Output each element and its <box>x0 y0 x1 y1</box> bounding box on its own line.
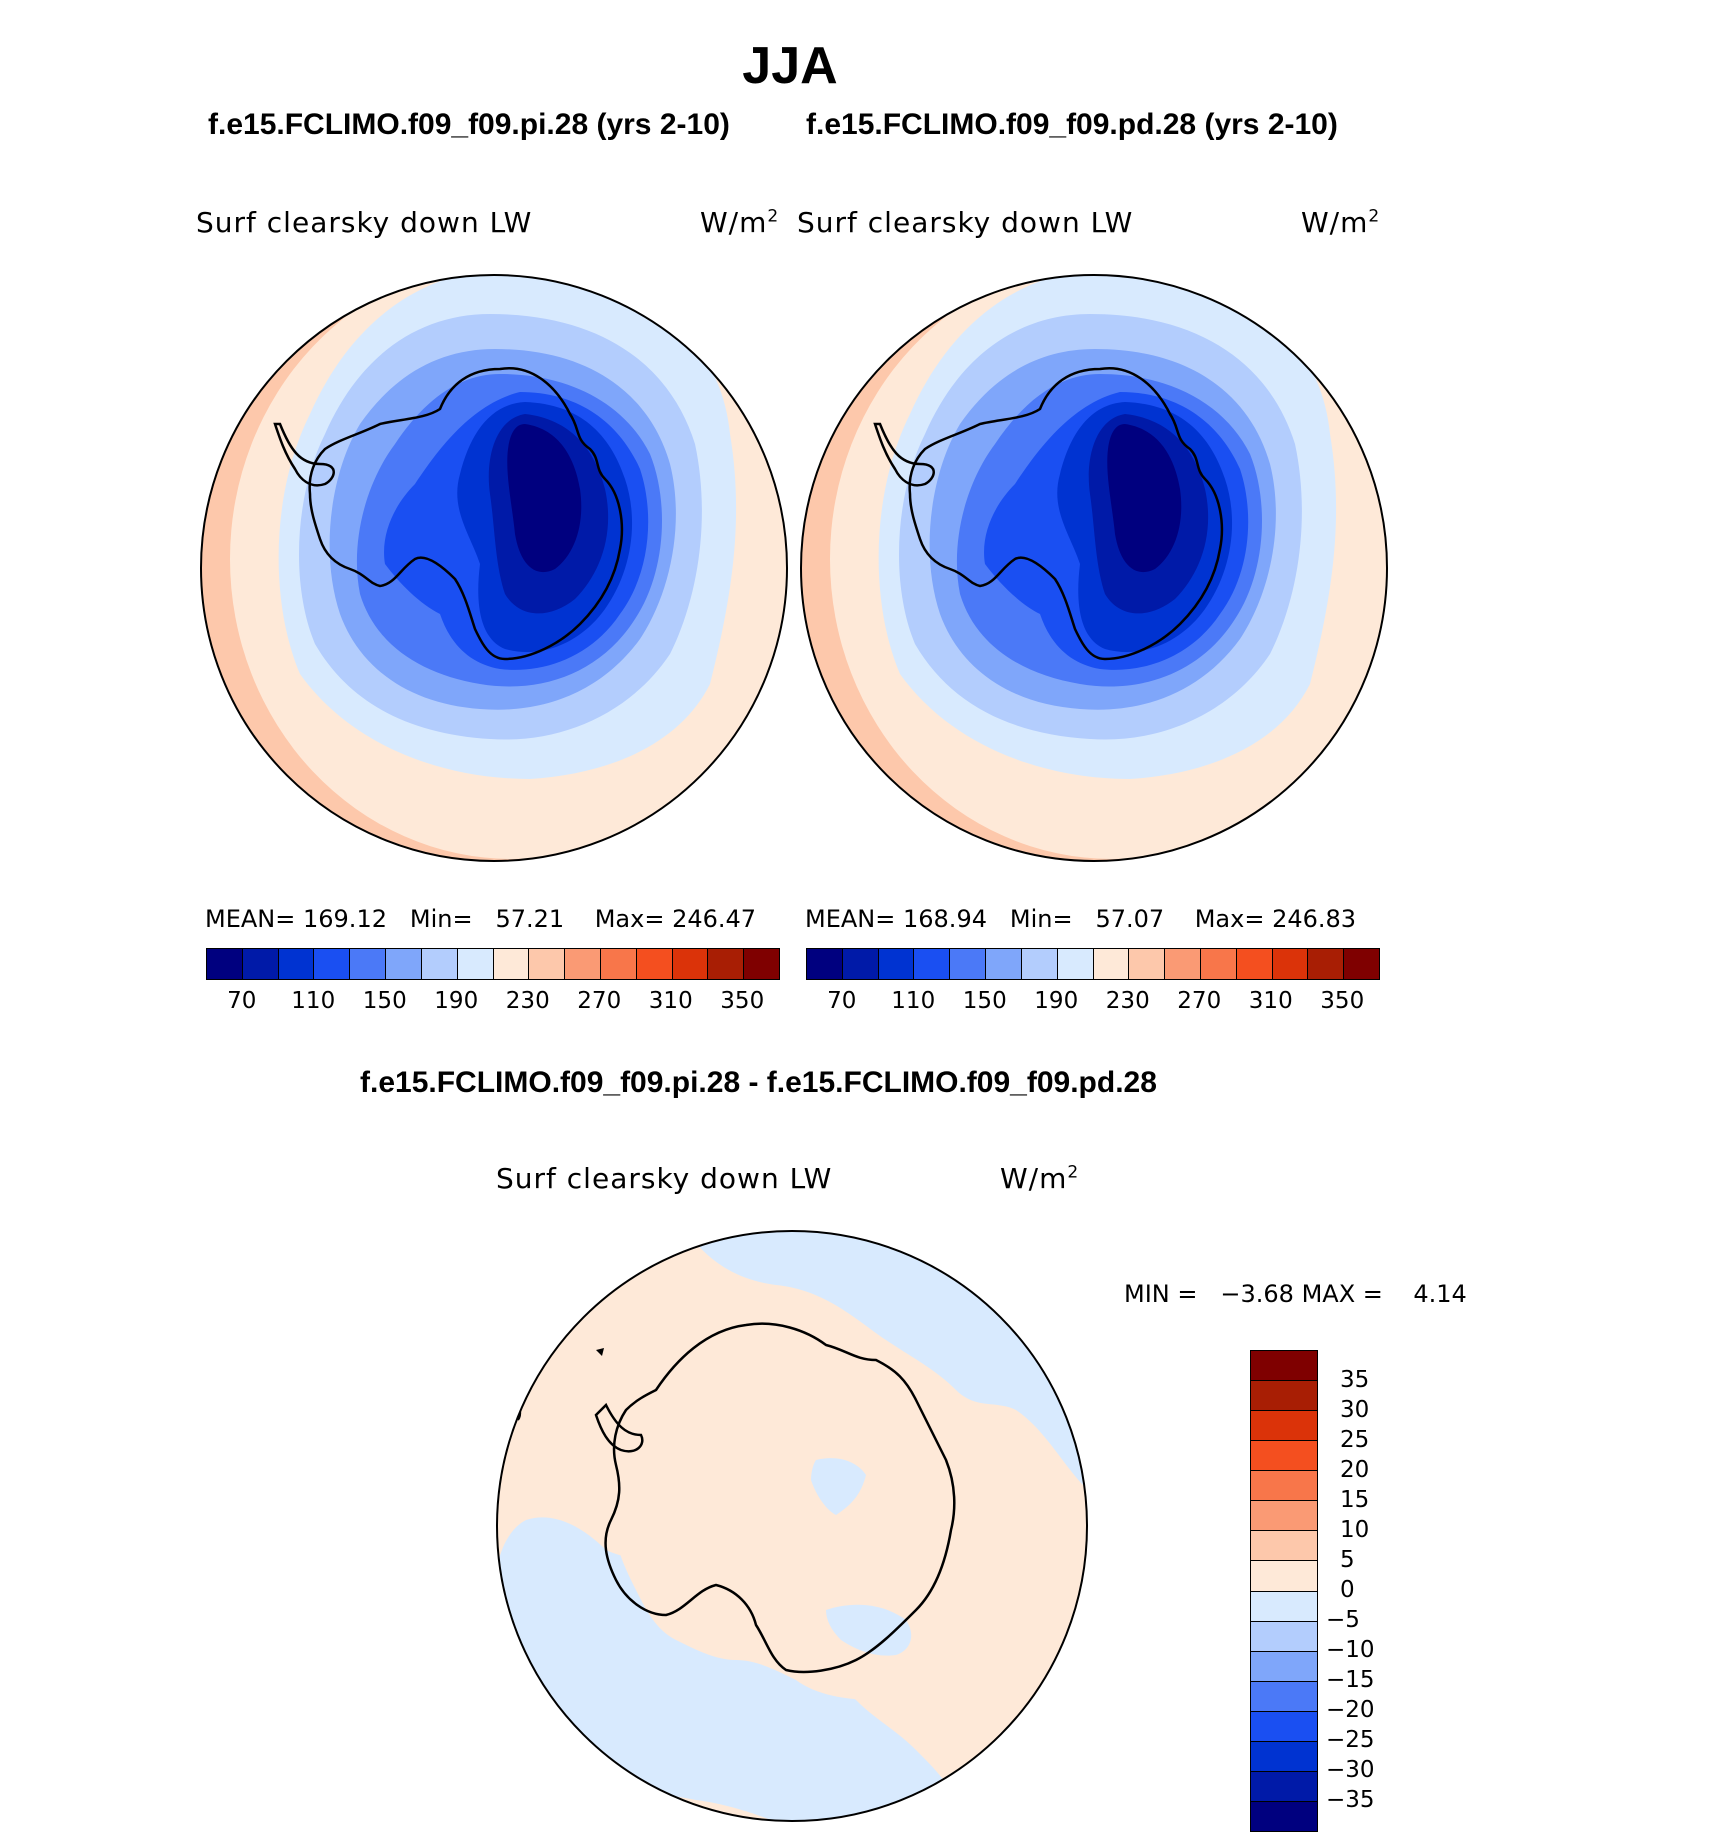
colorbar-right-swatch <box>1057 949 1094 979</box>
colorbar-diff-swatch <box>1251 1471 1317 1502</box>
case-title-left: f.e15.FCLIMO.f09_f09.pi.28 (yrs 2-10) <box>208 108 730 141</box>
colorbar-right-swatch <box>986 949 1022 979</box>
colorbar-right-swatch <box>1272 949 1309 979</box>
colorbar-diff-tick-label: −35 <box>1326 1787 1375 1813</box>
colorbar-right-swatch <box>1344 949 1379 979</box>
colorbar-left-tick-label: 110 <box>291 988 336 1014</box>
colorbar-diff-tick-label: −5 <box>1326 1607 1360 1633</box>
colorbar-left-swatch <box>708 949 745 979</box>
colorbar-diff-swatch <box>1251 1381 1317 1412</box>
colorbar-right-swatch <box>807 949 843 979</box>
variable-label-left: Surf clearsky down LW <box>196 206 533 239</box>
colorbar-right-tick-label: 230 <box>1105 988 1150 1014</box>
colorbar-diff-swatch <box>1251 1711 1317 1742</box>
colorbar-diff-swatch <box>1251 1771 1317 1802</box>
polar-map-diff <box>496 1230 1088 1822</box>
colorbar-right-swatch <box>1165 949 1201 979</box>
colorbar-left <box>206 948 780 980</box>
colorbar-diff-tick-label: −15 <box>1326 1667 1375 1693</box>
case-title-right: f.e15.FCLIMO.f09_f09.pd.28 (yrs 2-10) <box>806 108 1338 141</box>
colorbar-left-swatch <box>636 949 673 979</box>
colorbar-diff-swatch <box>1251 1801 1317 1831</box>
colorbar-diff-tick-label: 0 <box>1340 1577 1355 1603</box>
colorbar-diff-tick-label: 10 <box>1340 1517 1370 1543</box>
colorbar-diff-swatch <box>1251 1561 1317 1592</box>
colorbar-right-tick-label: 110 <box>891 988 936 1014</box>
colorbar-diff-swatch <box>1251 1441 1317 1472</box>
colorbar-diff-swatch <box>1251 1351 1317 1382</box>
colorbar-left-tick-label: 270 <box>577 988 622 1014</box>
colorbar-left-tick-label: 230 <box>505 988 550 1014</box>
colorbar-left-swatch <box>565 949 601 979</box>
colorbar-diff-tick-label: 25 <box>1340 1427 1370 1453</box>
diff-minmax: MIN = −3.68 MAX = 4.14 <box>1124 1280 1467 1308</box>
colorbar-diff-swatch <box>1251 1741 1317 1772</box>
colorbar-left-tick-label: 70 <box>227 988 257 1014</box>
colorbar-diff-ticks: 35 30 25 20 15 10 5 0 −5 −10 −15 −20 −25 −30 −35 <box>1326 1350 1446 1830</box>
units-label-right: W/m2 <box>1301 206 1381 239</box>
colorbar-diff-swatch <box>1251 1411 1317 1442</box>
colorbar-diff-swatch <box>1251 1591 1317 1622</box>
colorbar-diff-tick-label: −30 <box>1326 1757 1375 1783</box>
colorbar-left-swatch <box>493 949 530 979</box>
colorbar-left-swatch <box>744 949 779 979</box>
colorbar-left-swatch <box>672 949 709 979</box>
colorbar-right-swatch <box>950 949 987 979</box>
colorbar-right-swatch <box>1236 949 1273 979</box>
colorbar-right-swatch <box>842 949 879 979</box>
colorbar-left-tick-label: 150 <box>362 988 407 1014</box>
colorbar-diff-tick-label: −10 <box>1326 1637 1375 1663</box>
colorbar-right-swatch <box>1200 949 1237 979</box>
colorbar-diff-swatch <box>1251 1651 1317 1682</box>
colorbar-diff-tick-label: −25 <box>1326 1727 1375 1753</box>
colorbar-right-swatch <box>878 949 915 979</box>
colorbar-left-swatch <box>457 949 494 979</box>
units-label-diff: W/m2 <box>1000 1162 1080 1195</box>
colorbar-left-swatch <box>314 949 351 979</box>
variable-label-right: Surf clearsky down LW <box>797 206 1134 239</box>
colorbar-left-tick-label: 310 <box>648 988 693 1014</box>
colorbar-right-tick-label: 150 <box>962 988 1007 1014</box>
polar-map-right <box>800 274 1388 862</box>
colorbar-right-tick-label: 310 <box>1248 988 1293 1014</box>
colorbar-left-swatch <box>242 949 279 979</box>
colorbar-diff <box>1250 1350 1318 1832</box>
colorbar-right-tick-label: 190 <box>1034 988 1079 1014</box>
diff-case-title: f.e15.FCLIMO.f09_f09.pi.28 - f.e15.FCLIM… <box>360 1066 1157 1099</box>
colorbar-diff-swatch <box>1251 1531 1317 1562</box>
colorbar-right-swatch <box>1308 949 1345 979</box>
colorbar-diff-swatch <box>1251 1621 1317 1652</box>
colorbar-diff-tick-label: 5 <box>1340 1547 1355 1573</box>
figure-title: JJA <box>742 37 838 95</box>
colorbar-diff-tick-label: −20 <box>1326 1697 1375 1723</box>
variable-label-diff: Surf clearsky down LW <box>496 1162 833 1195</box>
stats-right: MEAN= 168.94 Min= 57.07 Max= 246.83 <box>805 905 1357 933</box>
colorbar-left-swatch <box>278 949 315 979</box>
colorbar-left-swatch <box>529 949 566 979</box>
colorbar-diff-swatch <box>1251 1681 1317 1712</box>
colorbar-right-swatch <box>914 949 951 979</box>
colorbar-left-swatch <box>600 949 637 979</box>
stats-left: MEAN= 169.12 Min= 57.21 Max= 246.47 <box>205 905 757 933</box>
polar-map-left <box>200 274 788 862</box>
colorbar-diff-swatch <box>1251 1501 1317 1532</box>
colorbar-left-tick-label: 350 <box>720 988 765 1014</box>
colorbar-right-tick-label: 70 <box>827 988 857 1014</box>
colorbar-right-tick-label: 270 <box>1177 988 1222 1014</box>
colorbar-left-tick-label: 190 <box>434 988 479 1014</box>
colorbar-left-swatch <box>207 949 243 979</box>
colorbar-left-swatch <box>386 949 422 979</box>
colorbar-left-swatch <box>350 949 387 979</box>
colorbar-diff-tick-label: 20 <box>1340 1457 1370 1483</box>
colorbar-right-swatch <box>1021 949 1058 979</box>
units-label-left: W/m2 <box>700 206 780 239</box>
colorbar-diff-tick-label: 30 <box>1340 1397 1370 1423</box>
colorbar-right <box>806 948 1380 980</box>
colorbar-right-swatch <box>1093 949 1130 979</box>
colorbar-diff-tick-label: 15 <box>1340 1487 1370 1513</box>
colorbar-right-tick-label: 350 <box>1320 988 1365 1014</box>
colorbar-diff-tick-label: 35 <box>1340 1367 1370 1393</box>
colorbar-right-swatch <box>1129 949 1166 979</box>
colorbar-left-swatch <box>421 949 458 979</box>
